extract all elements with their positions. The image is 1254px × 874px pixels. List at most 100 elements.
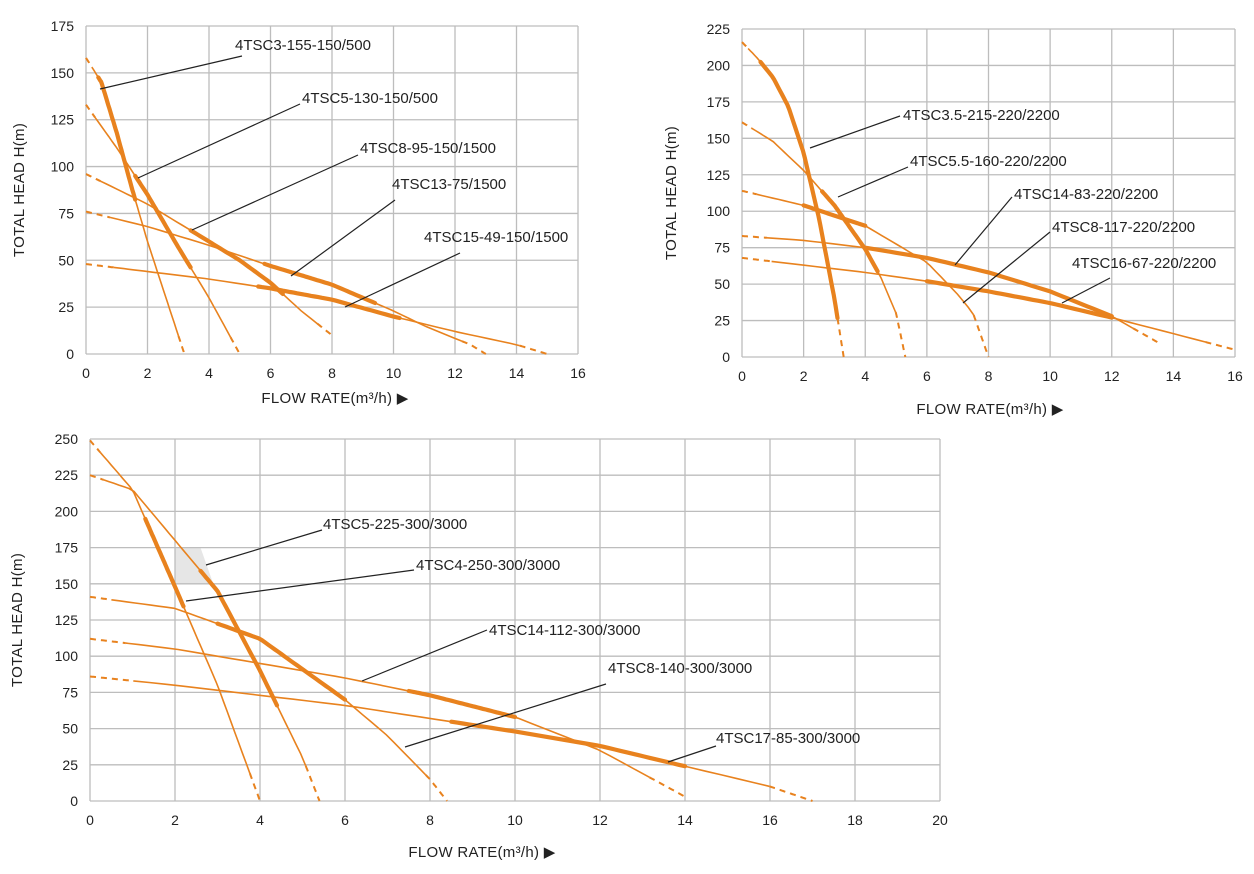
y-tick-label: 50 xyxy=(62,721,78,737)
curve-line xyxy=(747,47,839,319)
y-tick-label: 100 xyxy=(55,648,79,664)
x-tick-label: 18 xyxy=(847,812,863,828)
y-tick-label: 0 xyxy=(66,346,74,362)
y-tick-label: 150 xyxy=(55,576,79,592)
curve-dashed-start xyxy=(85,210,111,219)
y-tick-label: 25 xyxy=(714,313,730,329)
curve-operating-range xyxy=(924,279,1114,320)
x-tick-label: 2 xyxy=(171,812,179,828)
y-tick-label: 125 xyxy=(707,167,731,183)
y-axis-title: TOTAL HEAD H(m) xyxy=(9,553,26,687)
x-tick-label: 2 xyxy=(144,365,152,381)
leader-line xyxy=(962,231,1051,304)
curve-operating-range xyxy=(256,284,402,321)
y-tick-label: 50 xyxy=(58,252,74,268)
curve-operating-range xyxy=(262,261,378,306)
curve-dashed-end xyxy=(229,336,241,355)
leader-line xyxy=(954,196,1013,266)
x-tick-label: 16 xyxy=(1227,368,1243,384)
x-tick-label: 10 xyxy=(507,812,523,828)
chart-3: 0 2 4 6 8 10 12 14 16 18 2002550751001251501752002… xyxy=(9,431,948,861)
y-tick-label: 125 xyxy=(55,612,79,628)
y-tick-label: 75 xyxy=(58,205,74,221)
series-curve xyxy=(742,235,1159,344)
curve-dashed-end xyxy=(519,344,548,355)
leader-line xyxy=(667,745,717,763)
model-label: 4TSC8-117-220/2200 xyxy=(1052,219,1195,236)
curve-dashed-start xyxy=(89,637,126,645)
curve-line xyxy=(133,680,770,788)
model-label: 4TSC17-85-300/3000 xyxy=(716,730,860,747)
curve-dashed-start xyxy=(742,235,768,239)
curve-line xyxy=(94,117,232,338)
leader-line xyxy=(837,166,909,198)
series-curve xyxy=(741,256,1236,351)
curve-line xyxy=(103,479,307,767)
curve-dashed-start xyxy=(89,595,112,601)
x-tick-label: 10 xyxy=(386,365,402,381)
y-tick-label: 250 xyxy=(55,431,79,447)
leader-line xyxy=(1061,277,1111,304)
y-tick-label: 75 xyxy=(714,240,730,256)
curve-operating-range xyxy=(96,75,138,202)
curve-operating-range xyxy=(758,59,840,321)
curve-dashed-start xyxy=(741,41,749,50)
model-label: 4TSC5-225-300/3000 xyxy=(323,516,467,533)
x-tick-label: 14 xyxy=(509,365,525,381)
x-tick-label: 4 xyxy=(861,368,869,384)
curve-operating-range xyxy=(406,688,518,720)
curve-operating-range xyxy=(215,621,348,702)
curve-line xyxy=(109,216,463,342)
y-tick-label: 100 xyxy=(707,203,731,219)
curve-dashed-start xyxy=(85,173,102,183)
model-label: 4TSC14-112-300/3000 xyxy=(489,622,641,639)
series-curve xyxy=(89,439,261,802)
grid xyxy=(741,28,1236,358)
leader-line xyxy=(185,569,415,602)
curve-operating-range xyxy=(801,203,868,228)
y-tick-label: 75 xyxy=(62,684,78,700)
curve-dashed-start xyxy=(741,189,758,196)
model-label: 4TSC5.5-160-220/2200 xyxy=(910,153,1067,170)
curve-dashed-end xyxy=(304,765,321,802)
y-tick-label: 25 xyxy=(62,757,78,773)
curve-dashed-end xyxy=(894,311,907,358)
x-tick-label: 4 xyxy=(256,812,264,828)
curve-dashed-end xyxy=(248,772,261,802)
y-tick-label: 125 xyxy=(51,112,75,128)
series-curve xyxy=(85,210,487,355)
x-tick-label: 8 xyxy=(328,365,336,381)
curve-dashed-start xyxy=(85,57,93,68)
curve-dashed-start xyxy=(741,256,772,263)
model-label: 4TSC13-75/1500 xyxy=(392,176,506,193)
series-curve xyxy=(741,189,990,358)
x-tick-label: 14 xyxy=(1166,368,1182,384)
series-curve xyxy=(85,173,333,337)
model-label: 4TSC5-130-150/500 xyxy=(302,90,438,107)
curve-operating-range xyxy=(198,568,280,708)
y-tick-label: 25 xyxy=(58,299,74,315)
leader-line xyxy=(344,252,461,308)
curve-dashed-end xyxy=(1132,327,1159,344)
model-label: 4TSC8-140-300/3000 xyxy=(608,660,752,677)
curve-dashed-start xyxy=(85,263,114,269)
leader-line xyxy=(361,629,488,682)
x-tick-label: 4 xyxy=(205,365,213,381)
curve-dashed-end xyxy=(836,318,845,358)
curve-operating-range xyxy=(863,245,1114,319)
x-tick-label: 0 xyxy=(738,368,746,384)
x-tick-label: 16 xyxy=(570,365,586,381)
series-curve xyxy=(85,104,241,355)
model-label: 4TSC3.5-215-220/2200 xyxy=(903,107,1060,124)
x-tick-label: 14 xyxy=(677,812,693,828)
curve-operating-range xyxy=(143,516,186,609)
leader-line xyxy=(404,683,607,748)
model-label: 4TSC8-95-150/1500 xyxy=(360,140,496,157)
y-tick-label: 150 xyxy=(707,130,731,146)
y-tick-label: 200 xyxy=(707,57,731,73)
x-tick-label: 6 xyxy=(267,365,275,381)
chart-1: 0 2 4 6 8 10 12 14 16 0 25 50 75 100 125 150 175 TOTAL HE… xyxy=(11,18,586,407)
curve-dashed-end xyxy=(461,340,487,355)
chart-2: 0 2 4 6 8 10 12 14 16 0 25 50 75 100 125 150 175 200 225 TO… xyxy=(663,21,1243,418)
